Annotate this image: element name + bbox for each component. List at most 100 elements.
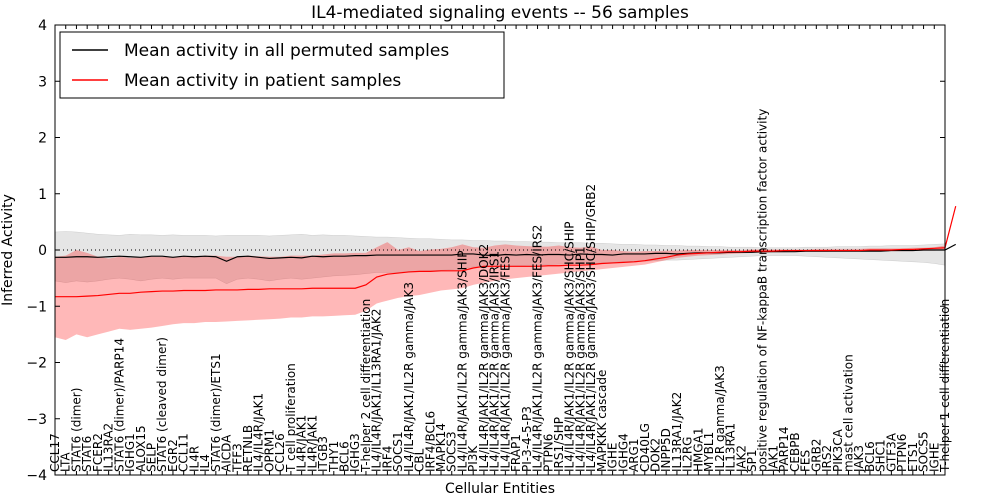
x-tick-label: IRS1/SHP — [552, 417, 566, 472]
x-tick-label: STAT6 (dimer)/ETS1 — [209, 353, 223, 472]
x-tick-label: PTPN6 — [541, 434, 555, 472]
x-tick-label: IL4R — [187, 446, 201, 472]
y-tick-label: 1 — [38, 187, 47, 203]
x-tick-label: JAK1 — [766, 445, 780, 473]
x-tick-label: THY1 — [327, 441, 341, 473]
y-tick-label: 2 — [38, 131, 47, 147]
x-tick-label: ARG1 — [627, 439, 641, 472]
x-tick-label: STAT6 (dimer)/PARP14 — [112, 338, 126, 472]
x-tick-label: PI-3-4-5-P3 — [520, 406, 534, 472]
x-tick-label: JAK3 — [852, 445, 866, 473]
x-tick-label: PTPN6 — [895, 434, 909, 472]
x-tick-label: DOK2 — [648, 438, 662, 472]
y-tick-label: −2 — [26, 356, 47, 372]
x-tick-label: BCL6 — [863, 441, 877, 472]
x-tick-label: AICDA — [220, 434, 234, 472]
x-tick-label: JAK2 — [734, 445, 748, 473]
x-tick-label: MAPK14 — [434, 423, 448, 472]
x-tick-label: IL4/IL4R/JAK1/IL2R gamma/JAK3/SHC/SHIP — [563, 221, 577, 472]
legend-entry-label: Mean activity in all permuted samples — [124, 41, 449, 61]
legend: Mean activity in all permuted samples Mea… — [59, 31, 505, 99]
x-tick-label: IL4/IL4R/JAK1/IL2R gamma/JAK3/SHP1 — [573, 246, 587, 472]
x-tick-label: CCL17 — [48, 433, 62, 472]
x-tick-label: IL4/IL4R/JAK1/IL13RA1/JAK2 — [370, 308, 384, 472]
x-tick-label: CCL11 — [177, 433, 191, 472]
x-tick-label: IL4/IL4R/JAK1/IL2R gamma/JAK3/IRS1 — [488, 251, 502, 472]
x-tick-label: IL13RA1 — [724, 423, 738, 472]
x-tick-label: IL4/IL4R/JAK1/IL2R gamma/JAK3/SHIP — [455, 251, 469, 472]
x-tick-label: FCER2 — [91, 433, 105, 472]
x-tick-label: SOCS3 — [445, 431, 459, 472]
x-tick-label: IL4 — [198, 454, 212, 472]
x-tick-label: IL13RA1/JAK2 — [670, 392, 684, 472]
y-tick-label: 3 — [38, 74, 47, 90]
x-tick-label: IGHG4 — [616, 433, 630, 472]
x-tick-label: IRF4 — [380, 446, 394, 472]
x-tick-label: IL4/IL4R/JAK1 — [252, 393, 266, 472]
x-tick-label: SOCS1 — [391, 431, 405, 472]
x-tick-label: T-helper 1 cell differentiation — [938, 299, 952, 473]
x-tick-label: IL2R gamma/JAK3 — [713, 365, 727, 472]
x-tick-label: ALOX15 — [134, 425, 148, 472]
x-tick-label: FES — [799, 450, 813, 472]
x-tick-label: LTA — [59, 452, 73, 472]
x-tick-label: IL4/IL4R/JAK1/IL2R gamma/JAK3/DOK2 — [477, 244, 491, 472]
x-tick-label: MAPKKK cascade — [595, 370, 609, 472]
x-tick-label: IL4/IL4R/JAK1/IL2R gamma/JAK3/FES — [498, 256, 512, 472]
x-tick-label: PI3K — [466, 445, 480, 472]
legend-box — [59, 31, 505, 99]
x-tick-label: ITGB3 — [316, 436, 330, 472]
patient-band — [55, 242, 945, 340]
x-tick-label: T cell proliferation — [284, 363, 298, 473]
x-tick-label: IL2RG — [681, 437, 695, 473]
x-tick-label: mast cell activation — [841, 354, 855, 472]
x-tick-label: IGHE — [606, 443, 620, 472]
x-tick-label: STAT6 (cleaved dimer) — [155, 337, 169, 472]
x-tick-label: HMGA1 — [691, 427, 705, 472]
x-tick-label: GRB2 — [809, 438, 823, 472]
x-tick-label: IRS2 — [820, 445, 834, 472]
x-tick-label: IL4/IL4R/JAK1/IL2R gamma/JAK3/SHC/SHIP/G… — [584, 184, 598, 472]
x-tick-label: IRF4/BCL6 — [423, 411, 437, 472]
x-tick-label: IGHE — [927, 443, 941, 472]
x-tick-label: SELP — [145, 443, 159, 472]
x-tick-label: ETS1 — [906, 442, 920, 472]
y-tick-label: 4 — [38, 18, 47, 34]
y-tick-label: 0 — [38, 243, 47, 259]
x-tick-label: IL4R/JAK1 — [295, 415, 309, 472]
x-tick-label: SP1 — [745, 450, 759, 473]
y-tick-label: −4 — [26, 468, 47, 484]
x-tick-label: EGR2 — [166, 439, 180, 472]
x-tick-label: T-helper 2 cell differentiation — [359, 299, 373, 473]
x-tick-label: IL4R/JAK1 — [305, 415, 319, 472]
x-tick-label: CBL — [413, 448, 427, 472]
x-tick-label: FRAP1 — [509, 434, 523, 472]
x-tick-label: CEBPB — [788, 432, 802, 472]
x-tick-label: CCL26 — [273, 433, 287, 472]
x-tick-label: MYBL1 — [702, 432, 716, 472]
x-tick-label: IGHG1 — [123, 433, 137, 472]
x-tick-label: IL13RA2 — [102, 423, 116, 472]
x-tick-label: IL4/IL4R/JAK1/IL2R gamma/JAK3/FES/IRS2 — [531, 225, 545, 472]
y-tick-label: −1 — [26, 299, 47, 315]
x-tick-label: BCL6 — [338, 441, 352, 472]
chart-title: IL4-mediated signaling events -- 56 samp… — [311, 3, 689, 23]
x-tick-label: INPP5D — [659, 428, 673, 472]
x-tick-label: OPRM1 — [262, 429, 276, 472]
x-tick-label: RETNLB — [241, 425, 255, 472]
x-tick-label: SOCS5 — [917, 431, 931, 472]
y-axis-label: Inferred Activity — [0, 194, 16, 306]
x-tick-label: GTF3A — [884, 432, 898, 472]
x-tick-label: STAT6 — [80, 436, 94, 472]
x-tick-label: IGHG3 — [348, 433, 362, 472]
x-tick-label: IL4/IL4R/JAK1/IL2R gamma/JAK3 — [402, 282, 416, 472]
y-tick-label: −3 — [26, 412, 47, 428]
x-tick-label: CD40LG — [638, 423, 652, 472]
patient-mean-line — [55, 205, 957, 298]
legend-entry-label: Mean activity in patient samples — [124, 71, 401, 91]
x-tick-label: positive regulation of NF-kappaB transcr… — [756, 109, 770, 472]
x-tick-label: SHC1 — [874, 439, 888, 472]
x-axis-label: Cellular Entities — [445, 481, 555, 497]
